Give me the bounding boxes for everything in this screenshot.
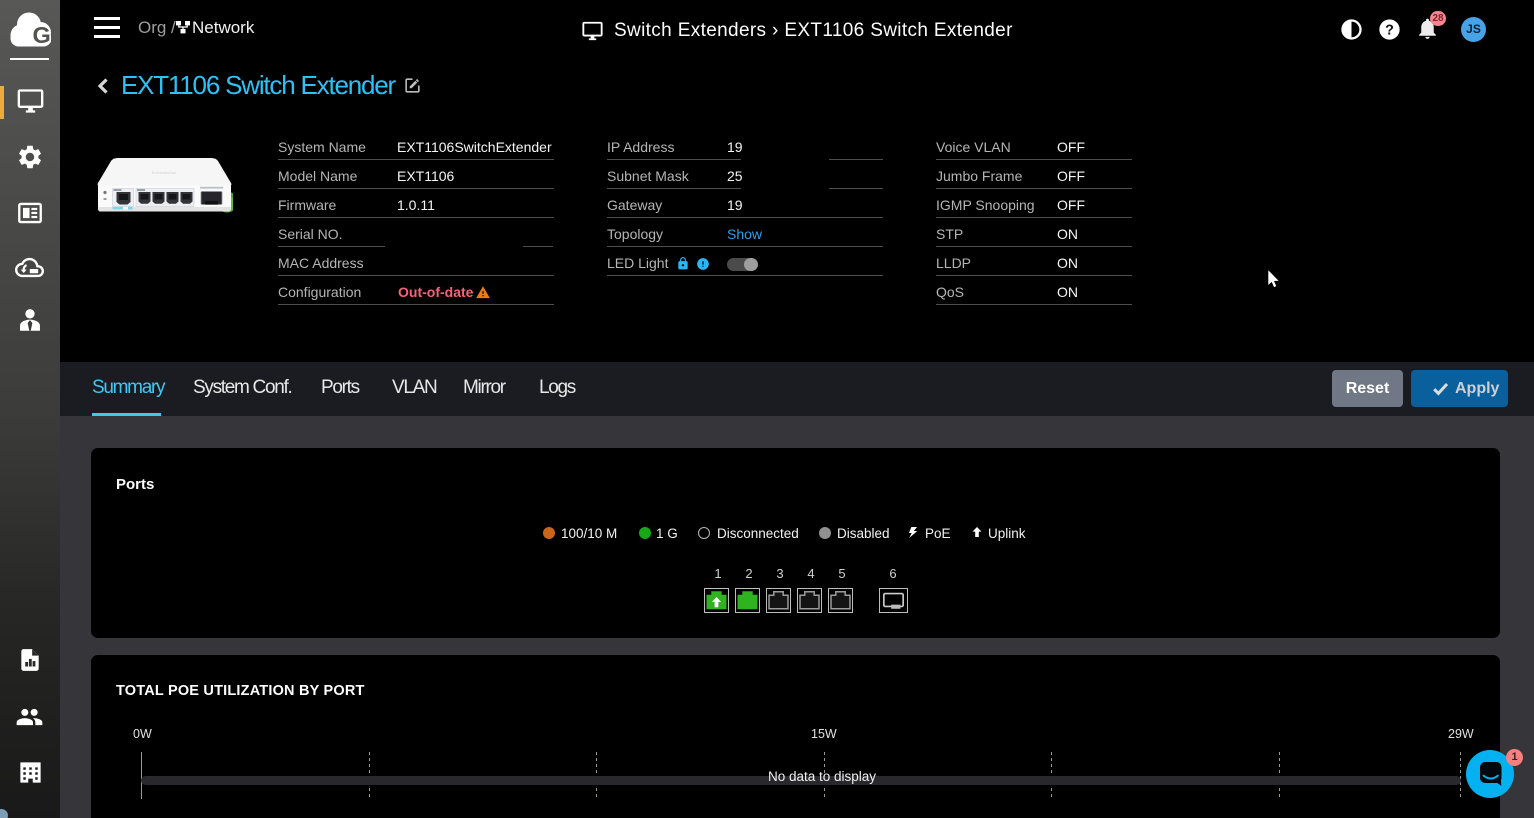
svg-text:G: G: [33, 22, 51, 48]
svg-text:?: ?: [1385, 22, 1394, 38]
svg-text:EnGeniusXun: EnGeniusXun: [152, 170, 177, 175]
